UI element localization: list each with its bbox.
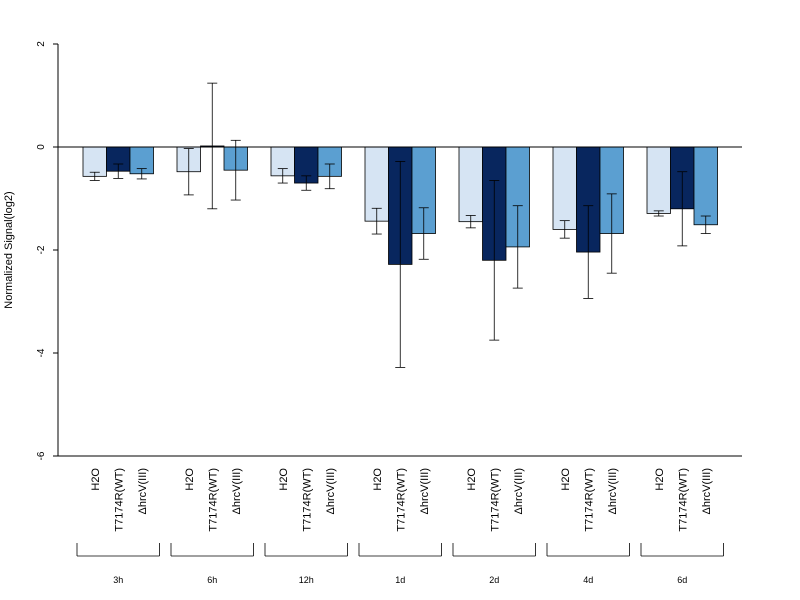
group-label: 4d (583, 575, 593, 585)
y-tick-label: 0 (36, 144, 47, 150)
plot-area: -6 -4 -2 0 2 H2O T7174R(WT) ΔhrcV(III) 3h H2O T717… (36, 41, 742, 585)
group-label: 1d (395, 575, 405, 585)
category-label: ΔhrcV(III) (513, 468, 525, 514)
category-label: T7174R(WT) (207, 468, 219, 532)
bar (458, 146, 483, 223)
category-label: ΔhrcV(III) (231, 468, 243, 514)
group-label: 3h (113, 575, 123, 585)
category-label: H2O (654, 468, 666, 491)
group-label: 6h (207, 575, 217, 585)
category-label: T7174R(WT) (395, 468, 407, 532)
category-label: H2O (184, 468, 196, 491)
category-label: T7174R(WT) (677, 468, 689, 532)
category-label: T7174R(WT) (113, 468, 125, 532)
bar (552, 146, 577, 230)
y-tick-label: -2 (36, 245, 47, 254)
bar (693, 146, 718, 226)
category-label: H2O (90, 468, 102, 491)
y-axis-title: Normalized Signal(log2) (3, 191, 15, 308)
category-label: ΔhrcV(III) (325, 468, 337, 514)
group-label: 6d (677, 575, 687, 585)
category-label: ΔhrcV(III) (701, 468, 713, 514)
category-label: ΔhrcV(III) (607, 468, 619, 514)
category-label: H2O (372, 468, 384, 491)
bar (646, 146, 671, 214)
group-label: 12h (299, 575, 314, 585)
category-label: H2O (466, 468, 478, 491)
y-tick-label: -6 (36, 451, 47, 460)
category-label: H2O (278, 468, 290, 491)
category-label: H2O (560, 468, 572, 491)
y-tick-label: -4 (36, 348, 47, 357)
category-label: T7174R(WT) (489, 468, 501, 532)
category-label: T7174R(WT) (583, 468, 595, 532)
group-label: 2d (489, 575, 499, 585)
category-label: ΔhrcV(III) (419, 468, 431, 514)
category-label: T7174R(WT) (301, 468, 313, 532)
y-tick-label: 2 (36, 41, 47, 47)
category-label: ΔhrcV(III) (137, 468, 149, 514)
